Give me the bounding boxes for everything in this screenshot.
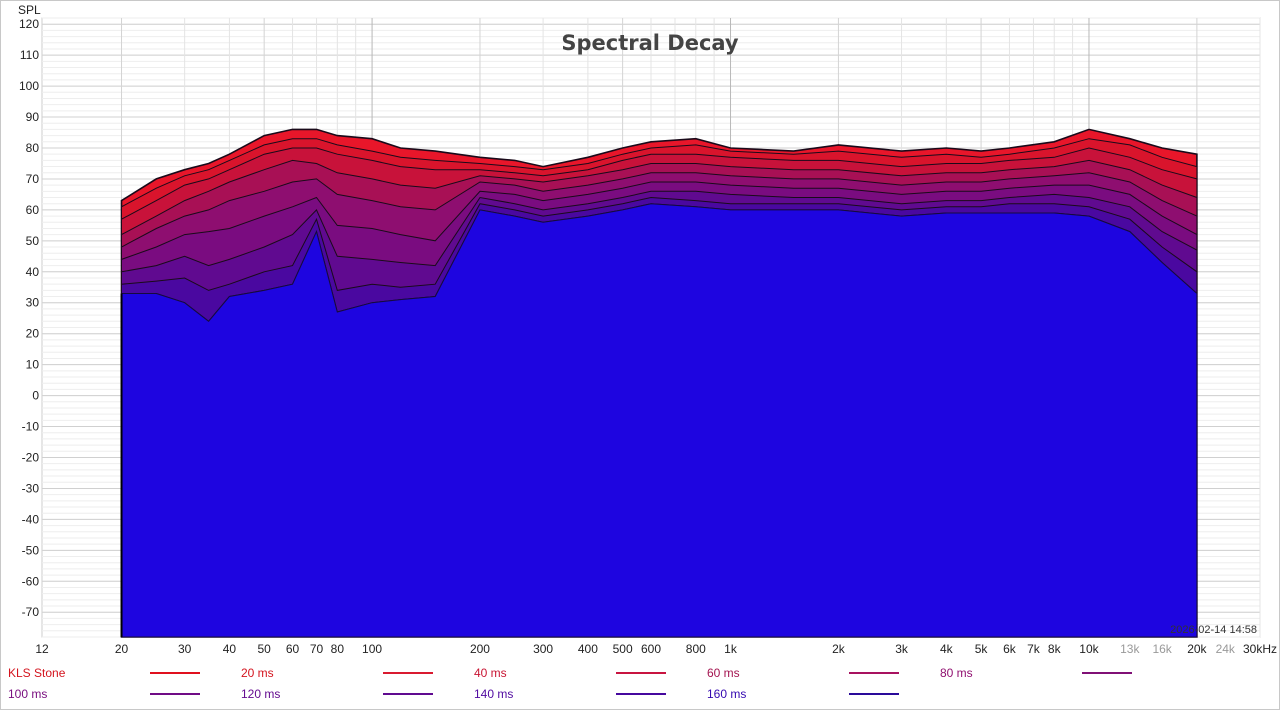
x-tick-label: 5k bbox=[975, 642, 989, 656]
x-tick-label: 300 bbox=[533, 642, 553, 656]
x-tick-label: 20 bbox=[115, 642, 129, 656]
x-tick-label: 3k bbox=[895, 642, 909, 656]
y-tick-label: 40 bbox=[26, 265, 40, 279]
legend-label: 60 ms bbox=[707, 666, 740, 680]
x-tick-label: 7k bbox=[1027, 642, 1041, 656]
x-tick-label: 1k bbox=[724, 642, 738, 656]
x-tick-label: 10k bbox=[1079, 642, 1099, 656]
legend-label: 80 ms bbox=[940, 666, 973, 680]
x-tick-label: 30 bbox=[178, 642, 192, 656]
legend-swatch bbox=[150, 672, 200, 674]
x-tick-label: 30kHz bbox=[1243, 642, 1277, 656]
x-tick-label: 16k bbox=[1152, 642, 1172, 656]
x-tick-label: 100 bbox=[362, 642, 382, 656]
x-tick-label: 80 bbox=[331, 642, 345, 656]
legend-swatch bbox=[1082, 672, 1132, 674]
y-tick-label: 110 bbox=[20, 48, 39, 62]
x-tick-label: 600 bbox=[641, 642, 661, 656]
legend-swatch bbox=[616, 672, 666, 674]
x-tick-label: 60 bbox=[286, 642, 300, 656]
y-axis-ticks: 1201101009080706050403020100-10-20-30-40… bbox=[19, 17, 39, 619]
x-tick-label: 4k bbox=[940, 642, 954, 656]
legend-swatch bbox=[150, 693, 200, 695]
y-tick-label: -20 bbox=[22, 450, 40, 464]
x-tick-label: 200 bbox=[470, 642, 490, 656]
legend-swatch bbox=[383, 693, 433, 695]
chart-title: Spectral Decay bbox=[561, 31, 739, 55]
y-tick-label: 100 bbox=[19, 79, 39, 93]
y-tick-label: 20 bbox=[26, 327, 40, 341]
y-tick-label: 90 bbox=[26, 110, 40, 124]
y-tick-label: 60 bbox=[26, 203, 40, 217]
legend-swatch bbox=[849, 672, 899, 674]
y-tick-label: 10 bbox=[26, 358, 40, 372]
y-tick-label: 30 bbox=[26, 296, 40, 310]
legend-swatch bbox=[383, 672, 433, 674]
y-tick-label: -30 bbox=[22, 481, 40, 495]
legend-label: 120 ms bbox=[241, 687, 281, 701]
x-tick-label: 24k bbox=[1216, 642, 1236, 656]
y-tick-label: -70 bbox=[22, 605, 40, 619]
decay-floor bbox=[121, 203, 1198, 638]
x-axis-ticks: 12 20 30 40 50 60 70 80 100 200 300 400 500 600 800 1k 2… bbox=[35, 642, 1277, 656]
legend-label: 100 ms bbox=[8, 687, 48, 701]
x-tick-label: 70 bbox=[310, 642, 324, 656]
y-tick-label: -60 bbox=[22, 574, 40, 588]
y-tick-label: -40 bbox=[22, 512, 40, 526]
legend-swatch bbox=[849, 693, 899, 695]
y-tick-label: 70 bbox=[26, 172, 40, 186]
x-tick-label: 40 bbox=[223, 642, 237, 656]
y-tick-label: 120 bbox=[19, 17, 39, 31]
legend-swatch bbox=[616, 693, 666, 695]
x-tick-label: 500 bbox=[613, 642, 633, 656]
x-tick-label: 2k bbox=[832, 642, 846, 656]
y-tick-label: -50 bbox=[22, 543, 40, 557]
legend-label: 40 ms bbox=[474, 666, 507, 680]
y-tick-label: 50 bbox=[26, 234, 40, 248]
y-axis-label: SPL bbox=[18, 3, 41, 17]
x-tick-label: 800 bbox=[686, 642, 706, 656]
legend-label: KLS Stone bbox=[8, 666, 66, 680]
x-tick-label: 13k bbox=[1120, 642, 1140, 656]
legend-label: 160 ms bbox=[707, 687, 747, 701]
x-tick-label: 6k bbox=[1003, 642, 1017, 656]
timestamp: 2026-02-14 14:58 bbox=[1170, 624, 1257, 636]
x-tick-label: 12 bbox=[35, 642, 49, 656]
y-tick-label: -10 bbox=[22, 420, 40, 434]
y-tick-label: 80 bbox=[26, 141, 40, 155]
legend-label: 140 ms bbox=[474, 687, 514, 701]
x-tick-label: 8k bbox=[1048, 642, 1062, 656]
x-tick-label: 20k bbox=[1187, 642, 1207, 656]
decay-areas bbox=[120, 128, 1198, 638]
legend-label: 20 ms bbox=[241, 666, 274, 680]
x-tick-label: 400 bbox=[578, 642, 598, 656]
y-tick-label: 0 bbox=[32, 389, 39, 403]
x-tick-label: 50 bbox=[257, 642, 271, 656]
